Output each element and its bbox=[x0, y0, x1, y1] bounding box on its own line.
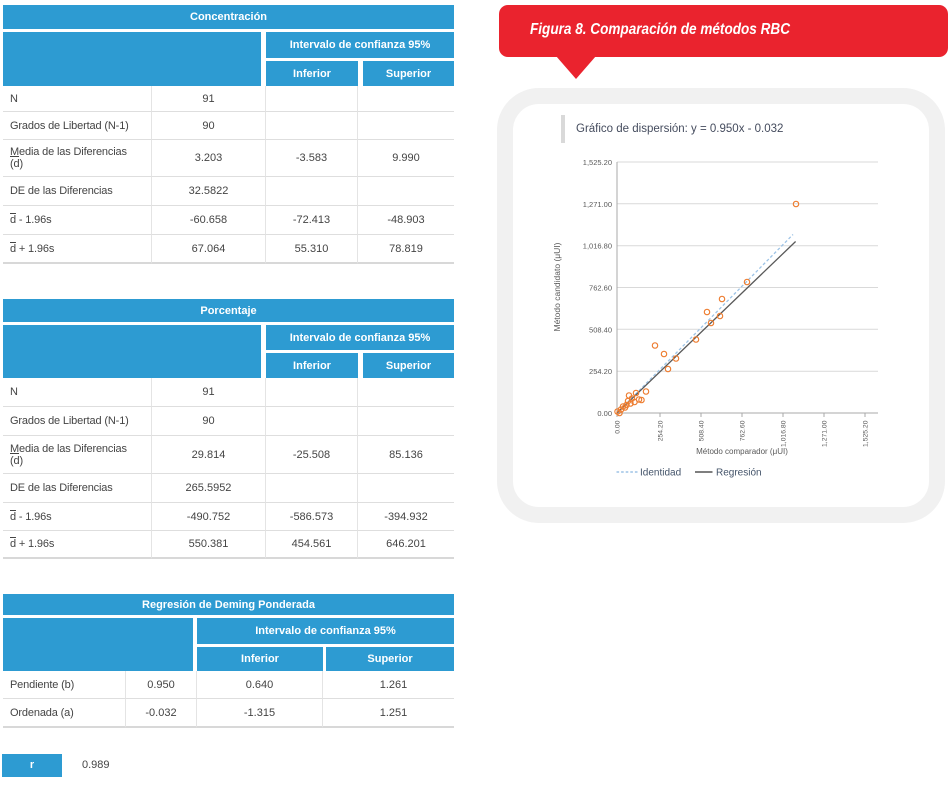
svg-text:1,271.00: 1,271.00 bbox=[583, 200, 612, 209]
svg-text:0.00: 0.00 bbox=[597, 409, 612, 418]
svg-text:Método candidato (μUI): Método candidato (μUI) bbox=[552, 242, 562, 331]
svg-text:1,525.20: 1,525.20 bbox=[583, 158, 612, 167]
svg-text:1,525.20: 1,525.20 bbox=[863, 420, 870, 447]
svg-text:0.00: 0.00 bbox=[615, 420, 622, 433]
svg-text:1,016.80: 1,016.80 bbox=[583, 242, 612, 251]
svg-text:Identidad: Identidad bbox=[640, 468, 681, 479]
svg-text:254.20: 254.20 bbox=[658, 420, 665, 441]
svg-text:1,016.80: 1,016.80 bbox=[781, 420, 788, 447]
svg-text:508.40: 508.40 bbox=[589, 325, 612, 334]
svg-text:Método comparador (μUI): Método comparador (μUI) bbox=[696, 447, 788, 456]
svg-text:254.20: 254.20 bbox=[589, 367, 612, 376]
svg-text:Regresión: Regresión bbox=[716, 468, 762, 479]
svg-text:508.40: 508.40 bbox=[699, 420, 706, 441]
svg-text:1,271.00: 1,271.00 bbox=[822, 420, 829, 447]
svg-text:762.60: 762.60 bbox=[740, 420, 747, 441]
svg-text:762.60: 762.60 bbox=[589, 284, 612, 293]
